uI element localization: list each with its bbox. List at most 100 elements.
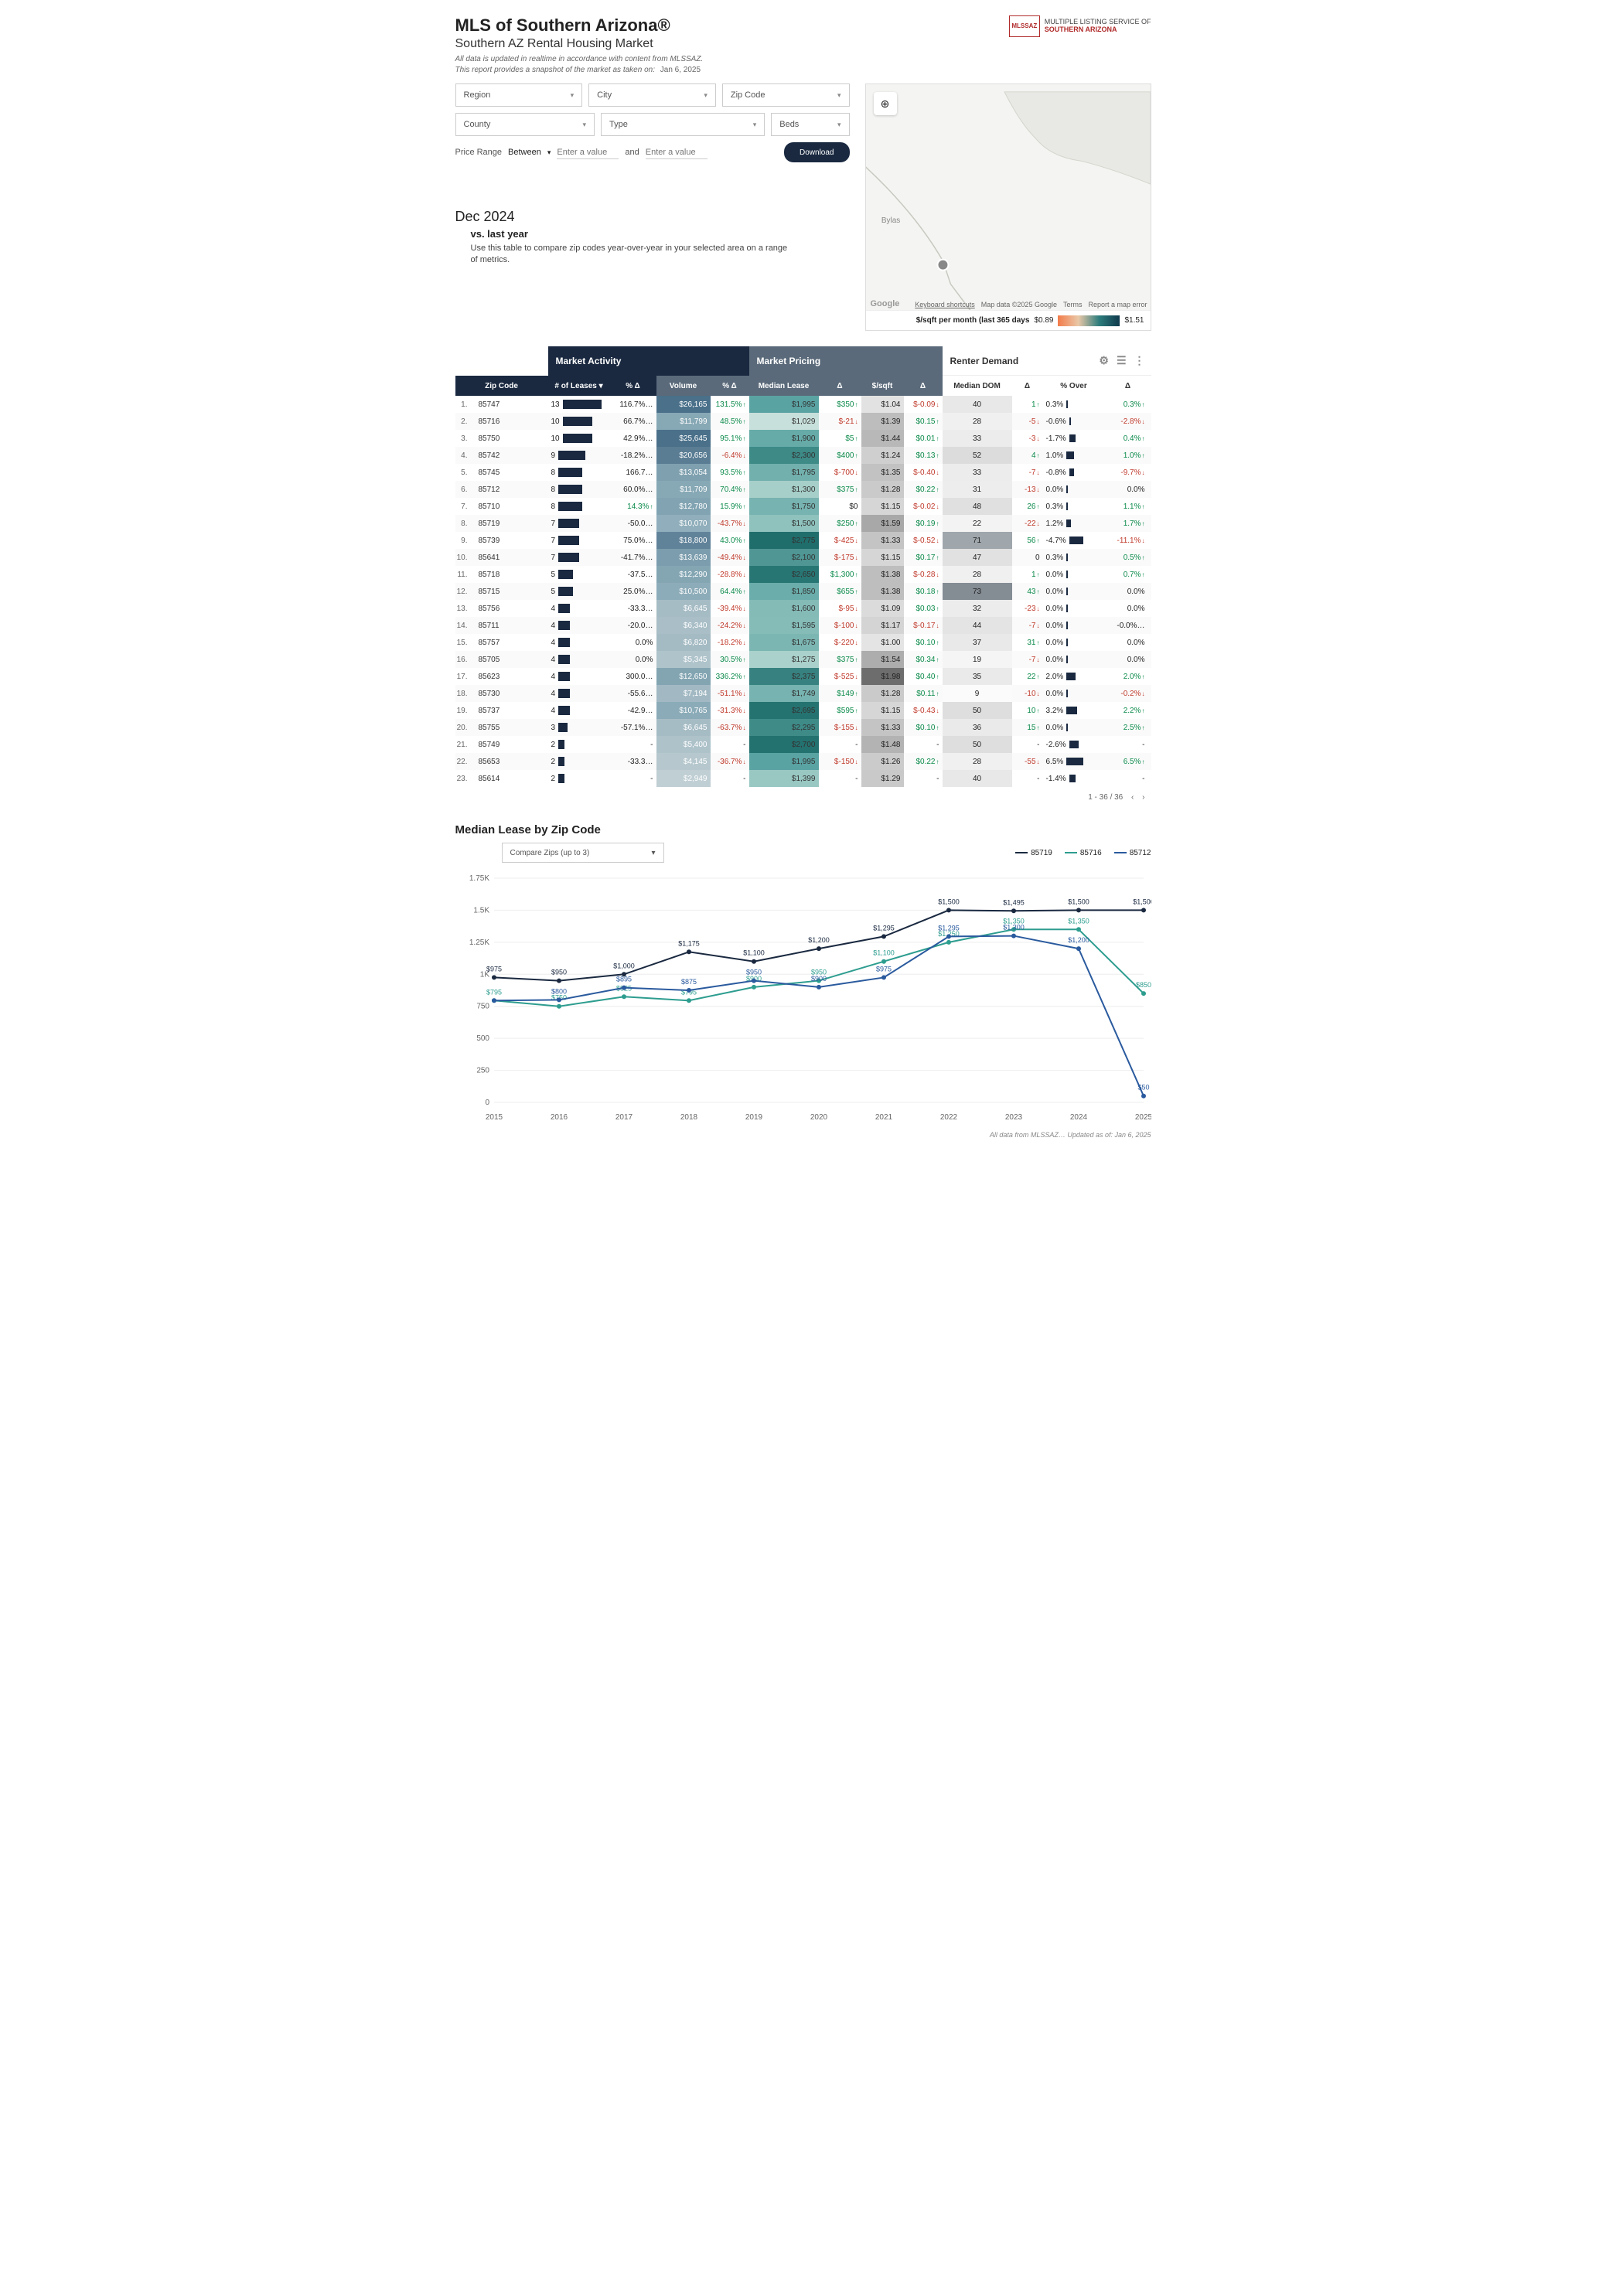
svg-text:$1,500: $1,500 bbox=[1068, 898, 1089, 905]
table-row[interactable]: 17.856234300.0…$12,650336.2% ↑$2,375$-52… bbox=[455, 668, 1151, 685]
col-median[interactable]: Median Lease bbox=[749, 376, 819, 396]
svg-text:$1,100: $1,100 bbox=[873, 949, 895, 957]
price-max-input[interactable] bbox=[646, 146, 708, 159]
svg-text:2020: 2020 bbox=[810, 1113, 827, 1122]
pager-next[interactable]: › bbox=[1142, 793, 1144, 802]
table-row[interactable]: 19.857374-42.9…$10,765-31.3% ↓$2,695$595… bbox=[455, 702, 1151, 719]
download-button[interactable]: Download bbox=[784, 142, 849, 162]
table-row[interactable]: 10.856417-41.7%…$13,639-49.4% ↓$2,100$-1… bbox=[455, 549, 1151, 566]
table-row[interactable]: 9.85739775.0%…$18,80043.0% ↑$2,775$-425 … bbox=[455, 532, 1151, 549]
svg-text:250: 250 bbox=[476, 1067, 489, 1075]
svg-text:$1,175: $1,175 bbox=[678, 939, 700, 947]
svg-text:$1,000: $1,000 bbox=[613, 962, 635, 969]
table-row[interactable]: 14.857114-20.0…$6,340-24.2% ↓$1,595$-100… bbox=[455, 617, 1151, 634]
region-dropdown[interactable]: Region▾ bbox=[455, 83, 583, 107]
col-leases[interactable]: # of Leases ▾ bbox=[548, 376, 610, 396]
zip-dropdown[interactable]: Zip Code▾ bbox=[722, 83, 850, 107]
svg-text:$975: $975 bbox=[875, 965, 891, 973]
svg-text:$795: $795 bbox=[486, 988, 501, 996]
table-row[interactable]: 7.85710814.3% ↑$12,78015.9% ↑$1,750$0$1.… bbox=[455, 498, 1151, 515]
svg-text:2025: 2025 bbox=[1134, 1113, 1151, 1122]
svg-text:$1,100: $1,100 bbox=[743, 949, 765, 957]
svg-text:$975: $975 bbox=[486, 965, 501, 973]
svg-text:$1,295: $1,295 bbox=[938, 924, 960, 932]
vs-last-year: vs. last year bbox=[471, 228, 850, 240]
svg-text:2018: 2018 bbox=[680, 1113, 697, 1122]
price-label: Price Range bbox=[455, 148, 503, 157]
table-row[interactable]: 22.856532-33.3…$4,145-36.7% ↓$1,995$-150… bbox=[455, 753, 1151, 770]
google-logo: Google bbox=[871, 299, 900, 308]
table-row[interactable]: 16.8570540.0%$5,34530.5% ↑$1,275$375 ↑$1… bbox=[455, 651, 1151, 668]
filter-icon[interactable]: ⚙ bbox=[1099, 354, 1109, 367]
svg-text:$1,200: $1,200 bbox=[808, 936, 830, 944]
snapshot-date: Jan 6, 2025 bbox=[660, 66, 701, 74]
svg-text:$1,200: $1,200 bbox=[1068, 936, 1089, 944]
svg-text:750: 750 bbox=[476, 1003, 489, 1011]
svg-text:$950: $950 bbox=[551, 969, 566, 976]
svg-text:$800: $800 bbox=[551, 987, 566, 995]
disclaimer-1: All data is updated in realtime in accor… bbox=[455, 54, 704, 65]
col-d3[interactable]: Δ bbox=[1012, 376, 1043, 396]
map[interactable]: Bylas ⊕ Google Keyboard shortcuts Map da… bbox=[865, 83, 1151, 331]
sort-icon[interactable]: ☰ bbox=[1117, 354, 1127, 367]
logo-icon: MLSSAZ bbox=[1009, 15, 1040, 37]
svg-text:2016: 2016 bbox=[550, 1113, 568, 1122]
svg-text:$875: $875 bbox=[680, 978, 696, 986]
city-dropdown[interactable]: City▾ bbox=[588, 83, 716, 107]
col-pd2[interactable]: % Δ bbox=[711, 376, 749, 396]
svg-text:2022: 2022 bbox=[939, 1113, 957, 1122]
chart-legend: 857198571685712 bbox=[1015, 849, 1151, 857]
table-row[interactable]: 1.8574713116.7%…$26,165131.5% ↑$1,995$35… bbox=[455, 396, 1151, 413]
col-pd1[interactable]: % Δ bbox=[610, 376, 656, 396]
svg-text:0: 0 bbox=[485, 1099, 489, 1107]
table-row[interactable]: 18.857304-55.6…$7,194-51.1% ↓$1,749$149 … bbox=[455, 685, 1151, 702]
map-locate-icon[interactable]: ⊕ bbox=[874, 92, 897, 115]
type-dropdown[interactable]: Type▾ bbox=[601, 113, 765, 136]
col-over[interactable]: % Over bbox=[1043, 376, 1105, 396]
col-d4[interactable]: Δ bbox=[1105, 376, 1151, 396]
menu-icon[interactable]: ⋮ bbox=[1134, 354, 1145, 367]
page-title: MLS of Southern Arizona® bbox=[455, 15, 704, 36]
svg-text:$1,500: $1,500 bbox=[1133, 898, 1151, 905]
table-row[interactable]: 11.857185-37.5…$12,290-28.8% ↓$2,650$1,3… bbox=[455, 566, 1151, 583]
svg-text:$1,495: $1,495 bbox=[1003, 898, 1025, 906]
data-table: Market Activity Market Pricing Renter De… bbox=[455, 346, 1151, 808]
chart-title: Median Lease by Zip Code bbox=[455, 823, 1151, 836]
col-d1[interactable]: Δ bbox=[819, 376, 861, 396]
svg-text:$1,350: $1,350 bbox=[1068, 917, 1089, 925]
table-row[interactable]: 6.85712860.0%…$11,70970.4% ↑$1,300$375 ↑… bbox=[455, 481, 1151, 498]
table-row[interactable]: 12.85715525.0%…$10,50064.4% ↑$1,850$655 … bbox=[455, 583, 1151, 600]
svg-text:$950: $950 bbox=[745, 969, 761, 976]
filters-panel: Region▾ City▾ Zip Code▾ County▾ Type▾ Be… bbox=[455, 83, 850, 331]
table-row[interactable]: 5.857458166.7…$13,05493.5% ↑$1,795$-700 … bbox=[455, 464, 1151, 481]
pager-prev[interactable]: ‹ bbox=[1131, 793, 1134, 802]
footer-note: All data from MLSSAZ… Updated as of: Jan… bbox=[455, 1131, 1151, 1139]
map-legend: $/sqft per month (last 365 days $0.89 $1… bbox=[866, 310, 1151, 330]
col-dom[interactable]: Median DOM bbox=[943, 376, 1012, 396]
table-row[interactable]: 15.8575740.0%$6,820-18.2% ↓$1,675$-220 ↓… bbox=[455, 634, 1151, 651]
table-row[interactable]: 4.857429-18.2%…$20,656-6.4% ↓$2,300$400 … bbox=[455, 447, 1151, 464]
col-sqft[interactable]: $/sqft bbox=[861, 376, 904, 396]
col-volume[interactable]: Volume bbox=[656, 376, 711, 396]
table-row[interactable]: 20.857553-57.1%…$6,645-63.7% ↓$2,295$-15… bbox=[455, 719, 1151, 736]
beds-dropdown[interactable]: Beds▾ bbox=[771, 113, 849, 136]
compare-zips-dropdown[interactable]: Compare Zips (up to 3)▾ bbox=[502, 843, 664, 863]
county-dropdown[interactable]: County▾ bbox=[455, 113, 595, 136]
table-row[interactable]: 3.857501042.9%…$25,64595.1% ↑$1,900$5 ↑$… bbox=[455, 430, 1151, 447]
price-between[interactable]: Between bbox=[508, 148, 541, 157]
table-row[interactable]: 21.857492-$5,400-$2,700-$1.48-50--2.6%- bbox=[455, 736, 1151, 753]
svg-text:$900: $900 bbox=[810, 975, 826, 983]
map-attribution: Keyboard shortcuts Map data ©2025 Google… bbox=[915, 301, 1147, 308]
svg-text:Bylas: Bylas bbox=[881, 216, 899, 225]
col-d2[interactable]: Δ bbox=[904, 376, 943, 396]
table-row[interactable]: 2.857161066.7%…$11,79948.5% ↑$1,029$-21 … bbox=[455, 413, 1151, 430]
price-min-input[interactable] bbox=[557, 146, 619, 159]
svg-text:$1,500: $1,500 bbox=[938, 898, 960, 905]
pager: 1 - 36 / 36 ‹ › bbox=[455, 787, 1151, 808]
col-zip[interactable]: Zip Code bbox=[455, 376, 548, 396]
table-row[interactable]: 13.857564-33.3…$6,645-39.4% ↓$1,600$-95 … bbox=[455, 600, 1151, 617]
group-activity: Market Activity bbox=[548, 346, 749, 376]
svg-text:2021: 2021 bbox=[875, 1113, 892, 1122]
table-row[interactable]: 8.857197-50.0…$10,070-43.7% ↓$1,500$250 … bbox=[455, 515, 1151, 532]
table-row[interactable]: 23.856142-$2,949-$1,399-$1.29-40--1.4%- bbox=[455, 770, 1151, 787]
